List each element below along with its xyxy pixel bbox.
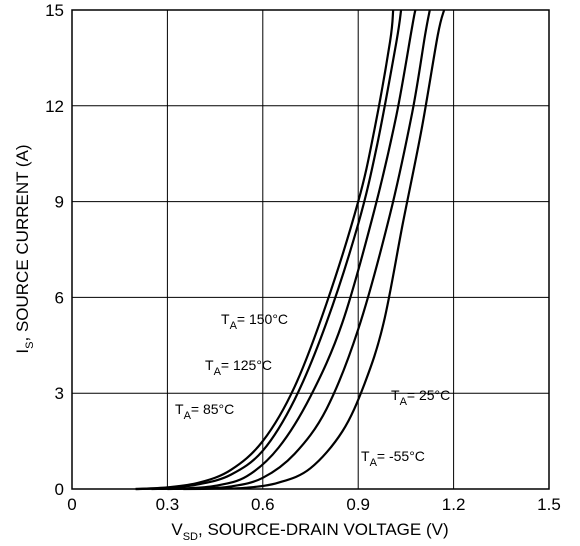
series-group [135, 9, 446, 491]
x-tick-labels: 0 0.3 0.6 0.9 1.2 1.5 [67, 495, 561, 514]
y-tick-label: 3 [55, 384, 64, 403]
grid [71, 9, 550, 490]
y-tick-labels: 0 3 6 9 12 15 [45, 1, 64, 499]
x-tick-label: 0 [67, 495, 76, 514]
plot-frame [71, 9, 550, 490]
x-axis-label: VSD, SOURCE-DRAIN VOLTAGE (V) [171, 520, 448, 543]
x-tick-label: 0.9 [346, 495, 370, 514]
x-tick-label: 0.6 [251, 495, 275, 514]
temperature-label: TA= -55°C [361, 448, 425, 469]
temperature-label: TA= 125°C [205, 357, 272, 378]
y-tick-label: 12 [45, 97, 64, 116]
y-tick-label: 6 [55, 288, 64, 307]
series-line-25 [167, 9, 431, 491]
series-line--55 [183, 9, 446, 491]
series-line-125 [135, 9, 403, 491]
temperature-label: TA= 150°C [221, 311, 288, 332]
temperature-label: TA= 85°C [175, 401, 234, 422]
x-tick-label: 1.2 [442, 495, 466, 514]
y-axis-label: IS, SOURCE CURRENT (A) [13, 144, 36, 353]
temperature-label: TA= 25°C [391, 387, 450, 408]
y-tick-label: 9 [55, 193, 64, 212]
y-tick-label: 15 [45, 1, 64, 20]
y-tick-label: 0 [55, 480, 64, 499]
series-line-85 [151, 9, 417, 491]
annotations: TA= 150°C TA= 125°C TA= 85°C TA= 25°C TA= -5… [175, 311, 450, 469]
x-tick-label: 1.5 [537, 495, 561, 514]
x-tick-label: 0.3 [156, 495, 180, 514]
series-line-150 [135, 9, 395, 491]
